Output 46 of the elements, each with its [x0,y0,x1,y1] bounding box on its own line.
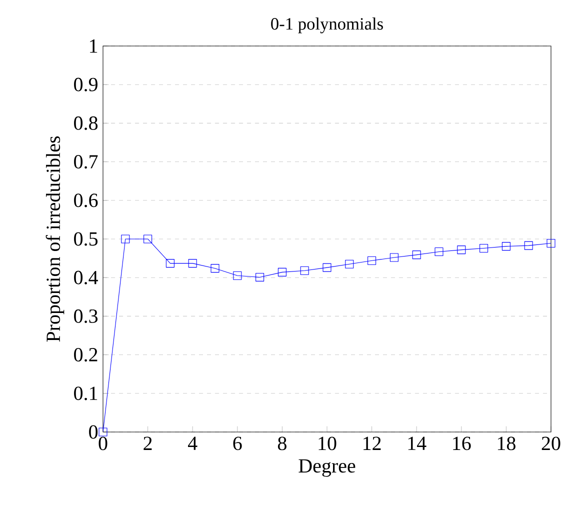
point [278,268,286,276]
x-tick-label: 6 [233,436,242,450]
y-tick-label: 0.4 [74,270,98,284]
x-tick-label: 4 [188,436,198,450]
point [546,238,556,248]
point [188,259,197,268]
y-tick-label: 0.1 [74,386,98,400]
x-axis-title: Degree [298,459,356,477]
y-tick-label: 0.3 [74,309,98,323]
point [457,246,466,254]
y-tick-label: 0 [89,425,98,439]
point [480,244,488,253]
point [210,264,220,273]
point [256,272,264,282]
point [98,428,108,436]
point [345,260,354,268]
x-tick-label: 8 [278,436,286,450]
x-tick-label: 14 [408,436,426,450]
x-tick-label: 12 [364,436,381,450]
point [390,253,398,262]
point [300,266,309,275]
y-axis-title: Proportion of irreducibles [46,136,64,342]
point [434,247,444,256]
point [502,242,510,251]
x-tick-label: 18 [498,436,516,450]
x-tick-label: 2 [144,436,152,450]
point [412,250,421,260]
point [166,259,174,268]
point [121,234,130,244]
y-tick-label: 1 [90,39,98,53]
point [368,256,376,265]
x-tick-label: 10 [318,436,336,450]
y-tick-label: 0.9 [74,78,98,92]
point [322,263,332,272]
point [233,271,242,280]
y-tick-label: 0.7 [74,155,98,169]
x-tick-label: 16 [453,436,471,450]
y-tick-label: 0.6 [74,194,98,208]
x-tick-label: 20 [542,436,560,450]
x-tick-label: 0 [98,436,108,450]
y-tick-label: 0.5 [74,232,98,246]
point [144,234,152,244]
y-tick-label: 0.2 [74,348,98,362]
y-tick-label: 0.8 [74,116,98,130]
chart-title: 0-1 polynomials [271,18,383,34]
point [524,241,533,250]
